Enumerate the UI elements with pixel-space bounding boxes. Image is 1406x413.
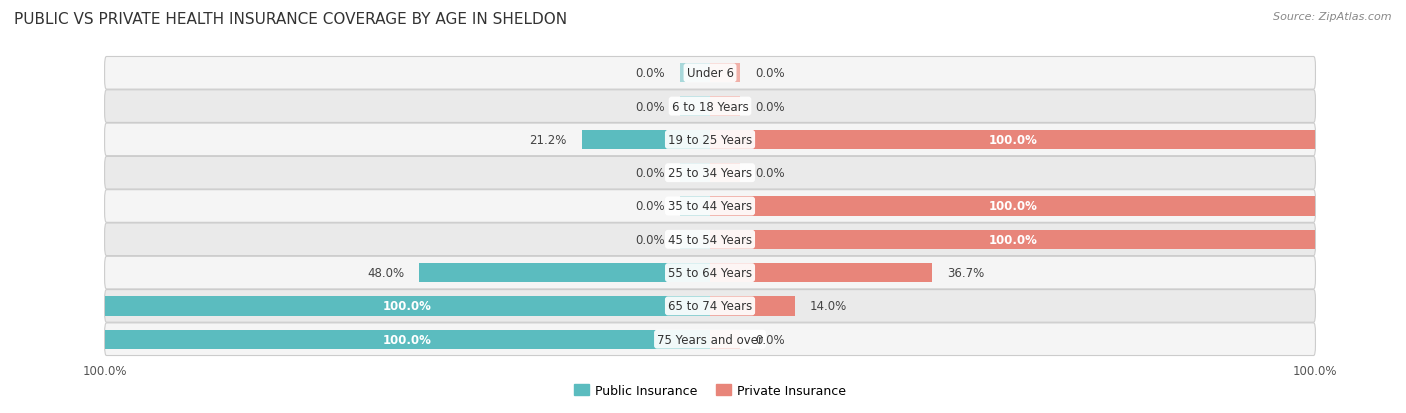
Text: PUBLIC VS PRIVATE HEALTH INSURANCE COVERAGE BY AGE IN SHELDON: PUBLIC VS PRIVATE HEALTH INSURANCE COVER… bbox=[14, 12, 567, 27]
Text: 0.0%: 0.0% bbox=[755, 167, 785, 180]
Bar bbox=[679, 164, 710, 183]
Text: 0.0%: 0.0% bbox=[755, 333, 785, 346]
FancyBboxPatch shape bbox=[104, 124, 1316, 157]
Text: Under 6: Under 6 bbox=[686, 67, 734, 80]
Text: 48.0%: 48.0% bbox=[367, 266, 405, 280]
Text: 65 to 74 Years: 65 to 74 Years bbox=[668, 300, 752, 313]
Bar bbox=[710, 131, 1316, 150]
Text: 100.0%: 100.0% bbox=[988, 200, 1038, 213]
Text: 0.0%: 0.0% bbox=[636, 233, 665, 246]
FancyBboxPatch shape bbox=[104, 157, 1316, 190]
Text: 25 to 34 Years: 25 to 34 Years bbox=[668, 167, 752, 180]
Text: 100.0%: 100.0% bbox=[382, 333, 432, 346]
Text: 100.0%: 100.0% bbox=[988, 133, 1038, 147]
Bar bbox=[710, 97, 741, 116]
Text: 35 to 44 Years: 35 to 44 Years bbox=[668, 200, 752, 213]
Text: 100.0%: 100.0% bbox=[382, 300, 432, 313]
Text: 55 to 64 Years: 55 to 64 Years bbox=[668, 266, 752, 280]
Text: 0.0%: 0.0% bbox=[755, 100, 785, 113]
Bar bbox=[710, 164, 741, 183]
FancyBboxPatch shape bbox=[104, 223, 1316, 256]
Bar bbox=[710, 197, 1316, 216]
Text: 0.0%: 0.0% bbox=[636, 100, 665, 113]
Text: 0.0%: 0.0% bbox=[636, 167, 665, 180]
Text: 0.0%: 0.0% bbox=[636, 200, 665, 213]
Text: 14.0%: 14.0% bbox=[810, 300, 848, 313]
Bar bbox=[679, 197, 710, 216]
Bar bbox=[104, 330, 710, 349]
FancyBboxPatch shape bbox=[104, 290, 1316, 323]
Text: 45 to 54 Years: 45 to 54 Years bbox=[668, 233, 752, 246]
Legend: Public Insurance, Private Insurance: Public Insurance, Private Insurance bbox=[568, 379, 852, 402]
Bar bbox=[710, 64, 741, 83]
Bar bbox=[710, 297, 794, 316]
FancyBboxPatch shape bbox=[104, 57, 1316, 90]
Bar bbox=[679, 97, 710, 116]
Bar bbox=[710, 230, 1316, 249]
Bar bbox=[679, 230, 710, 249]
FancyBboxPatch shape bbox=[104, 90, 1316, 123]
Text: 0.0%: 0.0% bbox=[636, 67, 665, 80]
FancyBboxPatch shape bbox=[104, 256, 1316, 289]
Text: 0.0%: 0.0% bbox=[755, 67, 785, 80]
Text: 19 to 25 Years: 19 to 25 Years bbox=[668, 133, 752, 147]
FancyBboxPatch shape bbox=[104, 190, 1316, 223]
Bar bbox=[419, 263, 710, 282]
Text: 21.2%: 21.2% bbox=[529, 133, 567, 147]
Bar bbox=[710, 263, 932, 282]
Text: 36.7%: 36.7% bbox=[948, 266, 984, 280]
Text: 6 to 18 Years: 6 to 18 Years bbox=[672, 100, 748, 113]
Bar bbox=[104, 297, 710, 316]
Text: Source: ZipAtlas.com: Source: ZipAtlas.com bbox=[1274, 12, 1392, 22]
FancyBboxPatch shape bbox=[104, 323, 1316, 356]
Bar bbox=[679, 64, 710, 83]
Text: 100.0%: 100.0% bbox=[988, 233, 1038, 246]
Bar bbox=[582, 131, 710, 150]
Bar bbox=[710, 330, 741, 349]
Text: 75 Years and over: 75 Years and over bbox=[657, 333, 763, 346]
